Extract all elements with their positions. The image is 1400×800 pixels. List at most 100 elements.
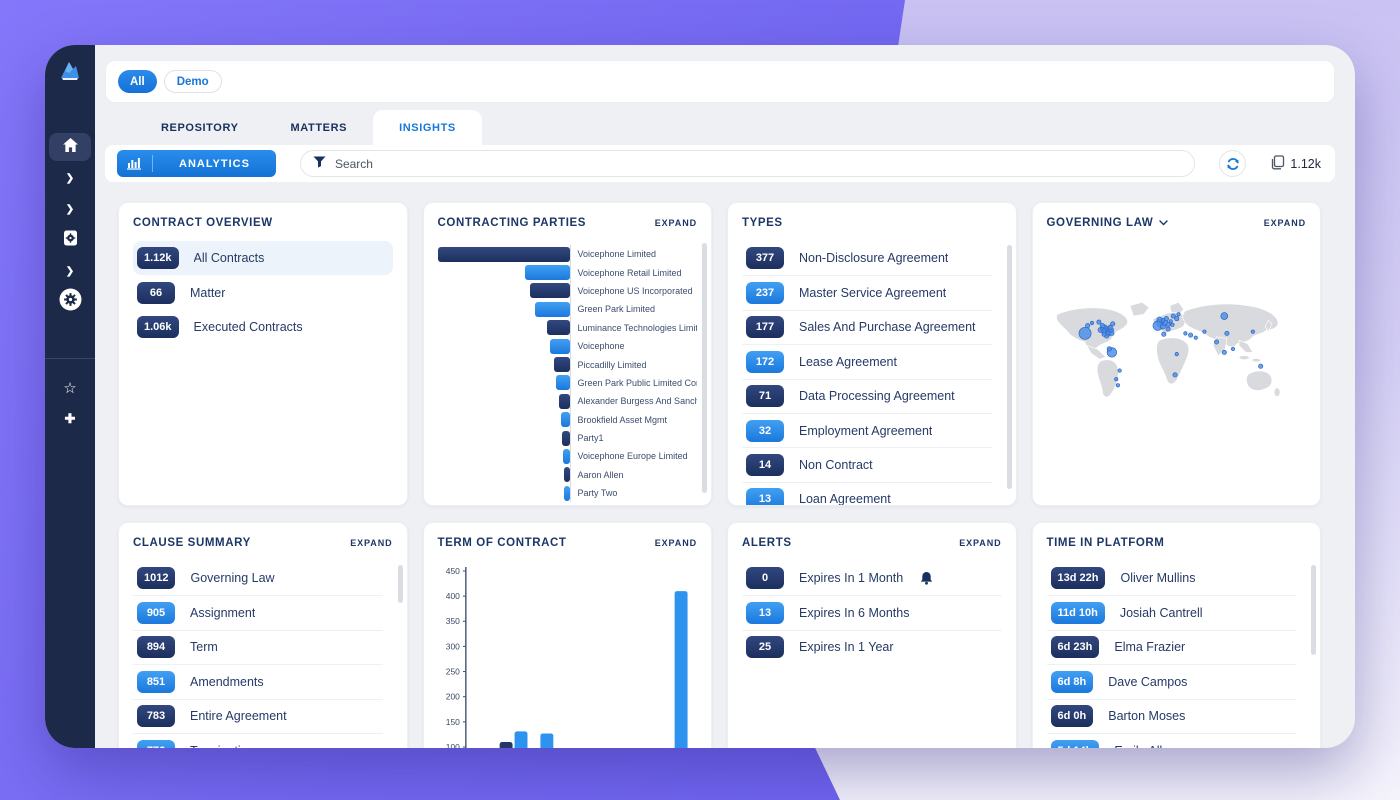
map-data-point[interactable] — [1221, 349, 1227, 355]
expand-button[interactable]: EXPAND — [959, 538, 1002, 548]
list-item[interactable]: 13 Loan Agreement — [742, 481, 992, 505]
party-bar-row[interactable]: Voicephone Limited — [437, 245, 698, 264]
sidebar-item-favorites[interactable]: ☆ — [45, 373, 95, 403]
tab-repository[interactable]: REPOSITORY — [161, 121, 239, 134]
refresh-button[interactable] — [1219, 150, 1247, 177]
list-item[interactable]: 377 Non-Disclosure Agreement — [742, 241, 992, 275]
map-data-point[interactable] — [1165, 322, 1171, 328]
term-bar[interactable] — [514, 731, 527, 748]
sidebar-item-expand-2[interactable]: ❯ — [45, 194, 95, 224]
tab-matters[interactable]: MATTERS — [290, 121, 348, 134]
list-item[interactable]: 776 Termination — [133, 732, 383, 748]
map-data-point[interactable] — [1257, 363, 1263, 369]
scrollbar-thumb[interactable] — [702, 243, 707, 493]
sidebar-item-notebook[interactable] — [45, 225, 95, 255]
map-data-point[interactable] — [1078, 326, 1091, 340]
party-bar-row[interactable]: Green Park Public Limited Company — [438, 373, 697, 393]
list-item[interactable]: 66 Matter — [133, 275, 393, 309]
map-data-point[interactable] — [1163, 316, 1169, 322]
list-item[interactable]: 13 Expires In 6 Months — [742, 595, 1002, 629]
map-data-point[interactable] — [1107, 324, 1113, 330]
map-data-point[interactable] — [1084, 323, 1090, 329]
map-data-point[interactable] — [1113, 377, 1118, 382]
tab-insights[interactable]: INSIGHTS — [373, 110, 482, 145]
map-data-point[interactable] — [1175, 312, 1181, 317]
map-data-point[interactable] — [1213, 339, 1219, 345]
map-data-point[interactable] — [1117, 368, 1122, 373]
list-item[interactable]: 71 Data Processing Agreement — [742, 378, 992, 413]
list-item[interactable]: 32 Employment Agreement — [742, 412, 992, 447]
list-item[interactable]: 0 Expires In 1 Month — [742, 561, 1002, 595]
filter-all-pill[interactable]: All — [118, 70, 157, 93]
map-data-point[interactable] — [1115, 383, 1120, 388]
map-data-point[interactable] — [1101, 331, 1107, 337]
list-item[interactable]: 177 Sales And Purchase Agreement — [742, 309, 992, 344]
scrollbar-thumb[interactable] — [1006, 245, 1012, 489]
map-data-point[interactable] — [1095, 319, 1101, 325]
map-data-point[interactable] — [1187, 332, 1193, 338]
map-data-point[interactable] — [1169, 322, 1175, 327]
map-data-point[interactable] — [1182, 331, 1187, 336]
term-bar[interactable] — [539, 733, 553, 748]
sidebar-item-expand-3[interactable]: ❯ — [45, 256, 95, 286]
sidebar-item-expand-1[interactable]: ❯ — [45, 163, 95, 193]
map-data-point[interactable] — [1230, 346, 1235, 352]
party-bar-row[interactable]: Piccadilly Limited — [438, 355, 698, 374]
list-item[interactable]: 1.06k Executed Contracts — [133, 310, 393, 344]
list-item[interactable]: 851 Amendments — [133, 664, 383, 698]
list-item[interactable]: 5d 14h Emile Allen — [1046, 732, 1296, 748]
party-bar-row[interactable]: Voicephone Europe Limited — [438, 447, 698, 466]
search-input[interactable] — [334, 156, 1183, 171]
party-bar-row[interactable]: Green Park Limited — [438, 300, 698, 319]
party-bar-row[interactable]: Luminance Technologies Limited — [438, 318, 697, 337]
sidebar-item-home[interactable] — [45, 132, 95, 162]
list-item[interactable]: 783 Entire Agreement — [133, 698, 383, 733]
list-item[interactable]: 1.12k All Contracts — [133, 241, 393, 276]
map-data-point[interactable] — [1173, 316, 1179, 322]
map-data-point[interactable] — [1108, 330, 1114, 336]
filter-demo-pill[interactable]: Demo — [163, 70, 222, 93]
sidebar-item-add[interactable]: ✚ — [45, 404, 95, 434]
map-data-point[interactable] — [1201, 329, 1207, 334]
list-item[interactable]: 14 Non Contract — [742, 447, 992, 481]
scrollbar-thumb[interactable] — [1311, 565, 1316, 655]
search-bar[interactable] — [299, 150, 1196, 177]
list-item[interactable]: 1012 Governing Law — [133, 561, 383, 595]
map-data-point[interactable] — [1109, 321, 1115, 327]
map-data-point[interactable] — [1160, 331, 1166, 337]
map-data-point[interactable] — [1220, 312, 1228, 320]
party-bar-row[interactable]: Party1 — [438, 428, 698, 448]
map-data-point[interactable] — [1106, 346, 1112, 352]
analytics-button[interactable]: ANALYTICS — [117, 150, 276, 177]
map-data-point[interactable] — [1099, 323, 1105, 329]
sidebar-item-settings[interactable] — [45, 287, 95, 317]
map-data-point[interactable] — [1156, 316, 1162, 323]
party-bar-row[interactable]: Voicephone Retail Limited — [438, 263, 698, 282]
map-data-point[interactable] — [1172, 372, 1178, 378]
expand-button[interactable]: EXPAND — [350, 538, 393, 548]
list-item[interactable]: 11d 10h Josiah Cantrell — [1046, 595, 1296, 629]
list-item[interactable]: 25 Expires In 1 Year — [742, 629, 1002, 664]
party-bar-row[interactable]: Voicephone US Incorporated — [438, 281, 698, 301]
expand-button[interactable]: EXPAND — [654, 538, 697, 548]
map-data-point[interactable] — [1174, 352, 1179, 357]
expand-button[interactable]: EXPAND — [654, 218, 697, 228]
party-bar-row[interactable]: Alexander Burgess And Sanchez — [438, 392, 697, 411]
list-item[interactable]: 6d 8h Dave Campos — [1046, 664, 1296, 698]
term-bar[interactable] — [499, 741, 513, 748]
list-item[interactable]: 905 Assignment — [133, 595, 383, 629]
list-item[interactable]: 13d 22h Oliver Mullins — [1047, 561, 1297, 595]
map-data-point[interactable] — [1168, 319, 1173, 324]
party-bar-row[interactable]: Brookfield Asset Mgmt — [438, 410, 698, 429]
map-data-point[interactable] — [1170, 313, 1176, 319]
map-data-point[interactable] — [1165, 326, 1171, 332]
list-item[interactable]: 894 Term — [133, 629, 383, 664]
map-data-point[interactable] — [1250, 329, 1255, 334]
expand-button[interactable]: EXPAND — [1263, 218, 1306, 228]
map-data-point[interactable] — [1089, 320, 1094, 326]
scrollbar-thumb[interactable] — [397, 565, 403, 603]
party-bar-row[interactable]: Party Two — [438, 484, 698, 503]
party-bar-row[interactable]: Voicephone — [438, 336, 698, 356]
list-item[interactable]: 6d 23h Elma Frazier — [1046, 629, 1296, 664]
list-item[interactable]: 172 Lease Agreement — [742, 344, 992, 378]
